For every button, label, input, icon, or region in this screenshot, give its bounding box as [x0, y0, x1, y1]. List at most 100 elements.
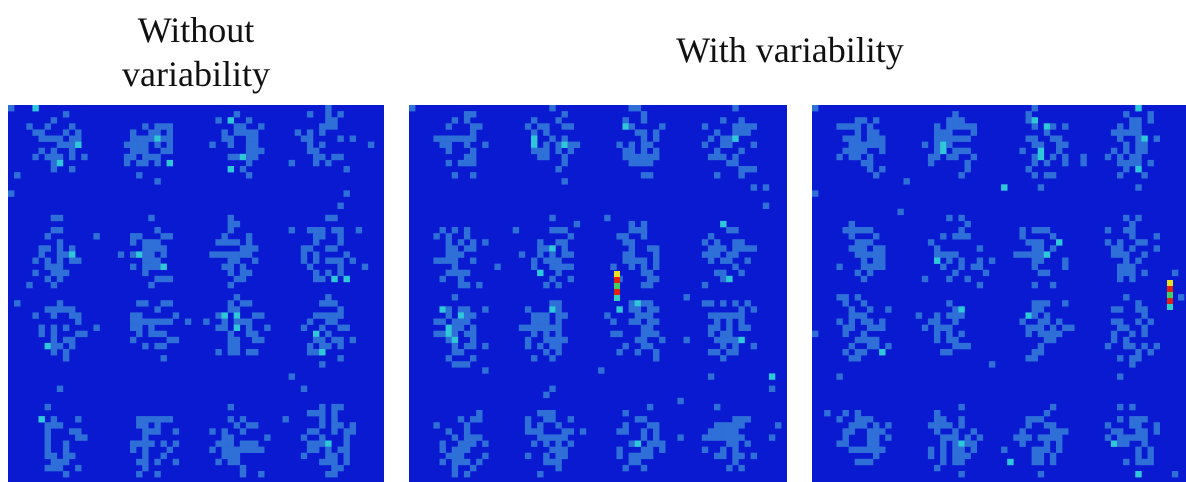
pixel	[867, 319, 873, 325]
pixel	[732, 105, 738, 111]
pixel	[252, 154, 258, 160]
pixel	[738, 453, 744, 459]
pixel	[452, 172, 458, 178]
pixel	[154, 154, 160, 160]
pixel	[1172, 270, 1178, 276]
pixel	[1178, 294, 1184, 300]
pixel	[629, 221, 635, 227]
pixel	[940, 441, 946, 447]
pixel	[470, 245, 476, 251]
pixel	[922, 142, 928, 148]
pixel	[258, 447, 264, 453]
pixel	[154, 276, 160, 282]
pixel	[1141, 251, 1147, 257]
pixel	[958, 441, 964, 447]
pixel	[952, 337, 958, 343]
pixel	[325, 453, 331, 459]
pixel	[843, 300, 849, 306]
pixel	[928, 154, 934, 160]
pixel	[1038, 142, 1044, 148]
pixel	[331, 459, 337, 465]
pixel	[1032, 154, 1038, 160]
pixel	[623, 343, 629, 349]
pixel	[647, 447, 653, 453]
pixel	[1044, 129, 1050, 135]
pixel	[57, 386, 63, 392]
pixel	[861, 319, 867, 325]
pixel	[843, 331, 849, 337]
pixel	[1019, 434, 1025, 440]
pixel	[81, 154, 87, 160]
pixel	[946, 276, 952, 282]
pixel	[855, 227, 861, 233]
pixel	[337, 337, 343, 343]
pixel	[562, 337, 568, 343]
pixel	[1135, 154, 1141, 160]
pixel	[464, 154, 470, 160]
pixel	[738, 245, 744, 251]
pixel	[562, 123, 568, 129]
pixel	[452, 471, 458, 477]
pixel	[1141, 441, 1147, 447]
pixel	[738, 117, 744, 123]
pixel	[301, 245, 307, 251]
pixel	[51, 453, 57, 459]
pixel	[148, 319, 154, 325]
pixel	[69, 154, 75, 160]
pixel	[362, 264, 368, 270]
pixel	[751, 184, 757, 190]
pixel	[1044, 227, 1050, 233]
pixel	[1050, 428, 1056, 434]
pixel	[958, 447, 964, 453]
pixel	[1148, 160, 1154, 166]
pixel	[543, 331, 549, 337]
pixel	[641, 258, 647, 264]
pixel	[726, 434, 732, 440]
pixel	[8, 190, 14, 196]
pixel	[873, 251, 879, 257]
pixel	[136, 441, 142, 447]
pixel	[629, 123, 635, 129]
pixel	[855, 239, 861, 245]
pixel	[732, 245, 738, 251]
pixel	[1038, 459, 1044, 465]
pixel	[726, 258, 732, 264]
pixel	[331, 404, 337, 410]
pixel	[1001, 184, 1007, 190]
pixel	[161, 355, 167, 361]
pixel	[769, 386, 775, 392]
pixel	[1129, 160, 1135, 166]
pixel	[470, 337, 476, 343]
pixel	[1080, 160, 1086, 166]
pixel	[720, 312, 726, 318]
pixel	[543, 325, 549, 331]
pixel	[319, 410, 325, 416]
pixel	[1172, 471, 1178, 477]
pixel	[51, 117, 57, 123]
pixel	[867, 166, 873, 172]
pixel	[161, 319, 167, 325]
pixel	[325, 447, 331, 453]
pixel	[446, 239, 452, 245]
pixel	[337, 306, 343, 312]
pixel	[246, 172, 252, 178]
pixel	[555, 148, 561, 154]
pixel	[616, 331, 622, 337]
pixel	[161, 136, 167, 142]
pixel	[928, 422, 934, 428]
pixel	[51, 264, 57, 270]
pixel	[446, 160, 452, 166]
pixel	[568, 264, 574, 270]
pixel	[555, 319, 561, 325]
pixel	[1135, 160, 1141, 166]
pixel	[433, 258, 439, 264]
pixel	[234, 251, 240, 257]
pixel	[873, 447, 879, 453]
pixel	[1135, 239, 1141, 245]
pixel	[240, 428, 246, 434]
pixel	[246, 233, 252, 239]
pixel	[549, 136, 555, 142]
pixel	[940, 434, 946, 440]
pixel	[555, 343, 561, 349]
pixel	[45, 465, 51, 471]
